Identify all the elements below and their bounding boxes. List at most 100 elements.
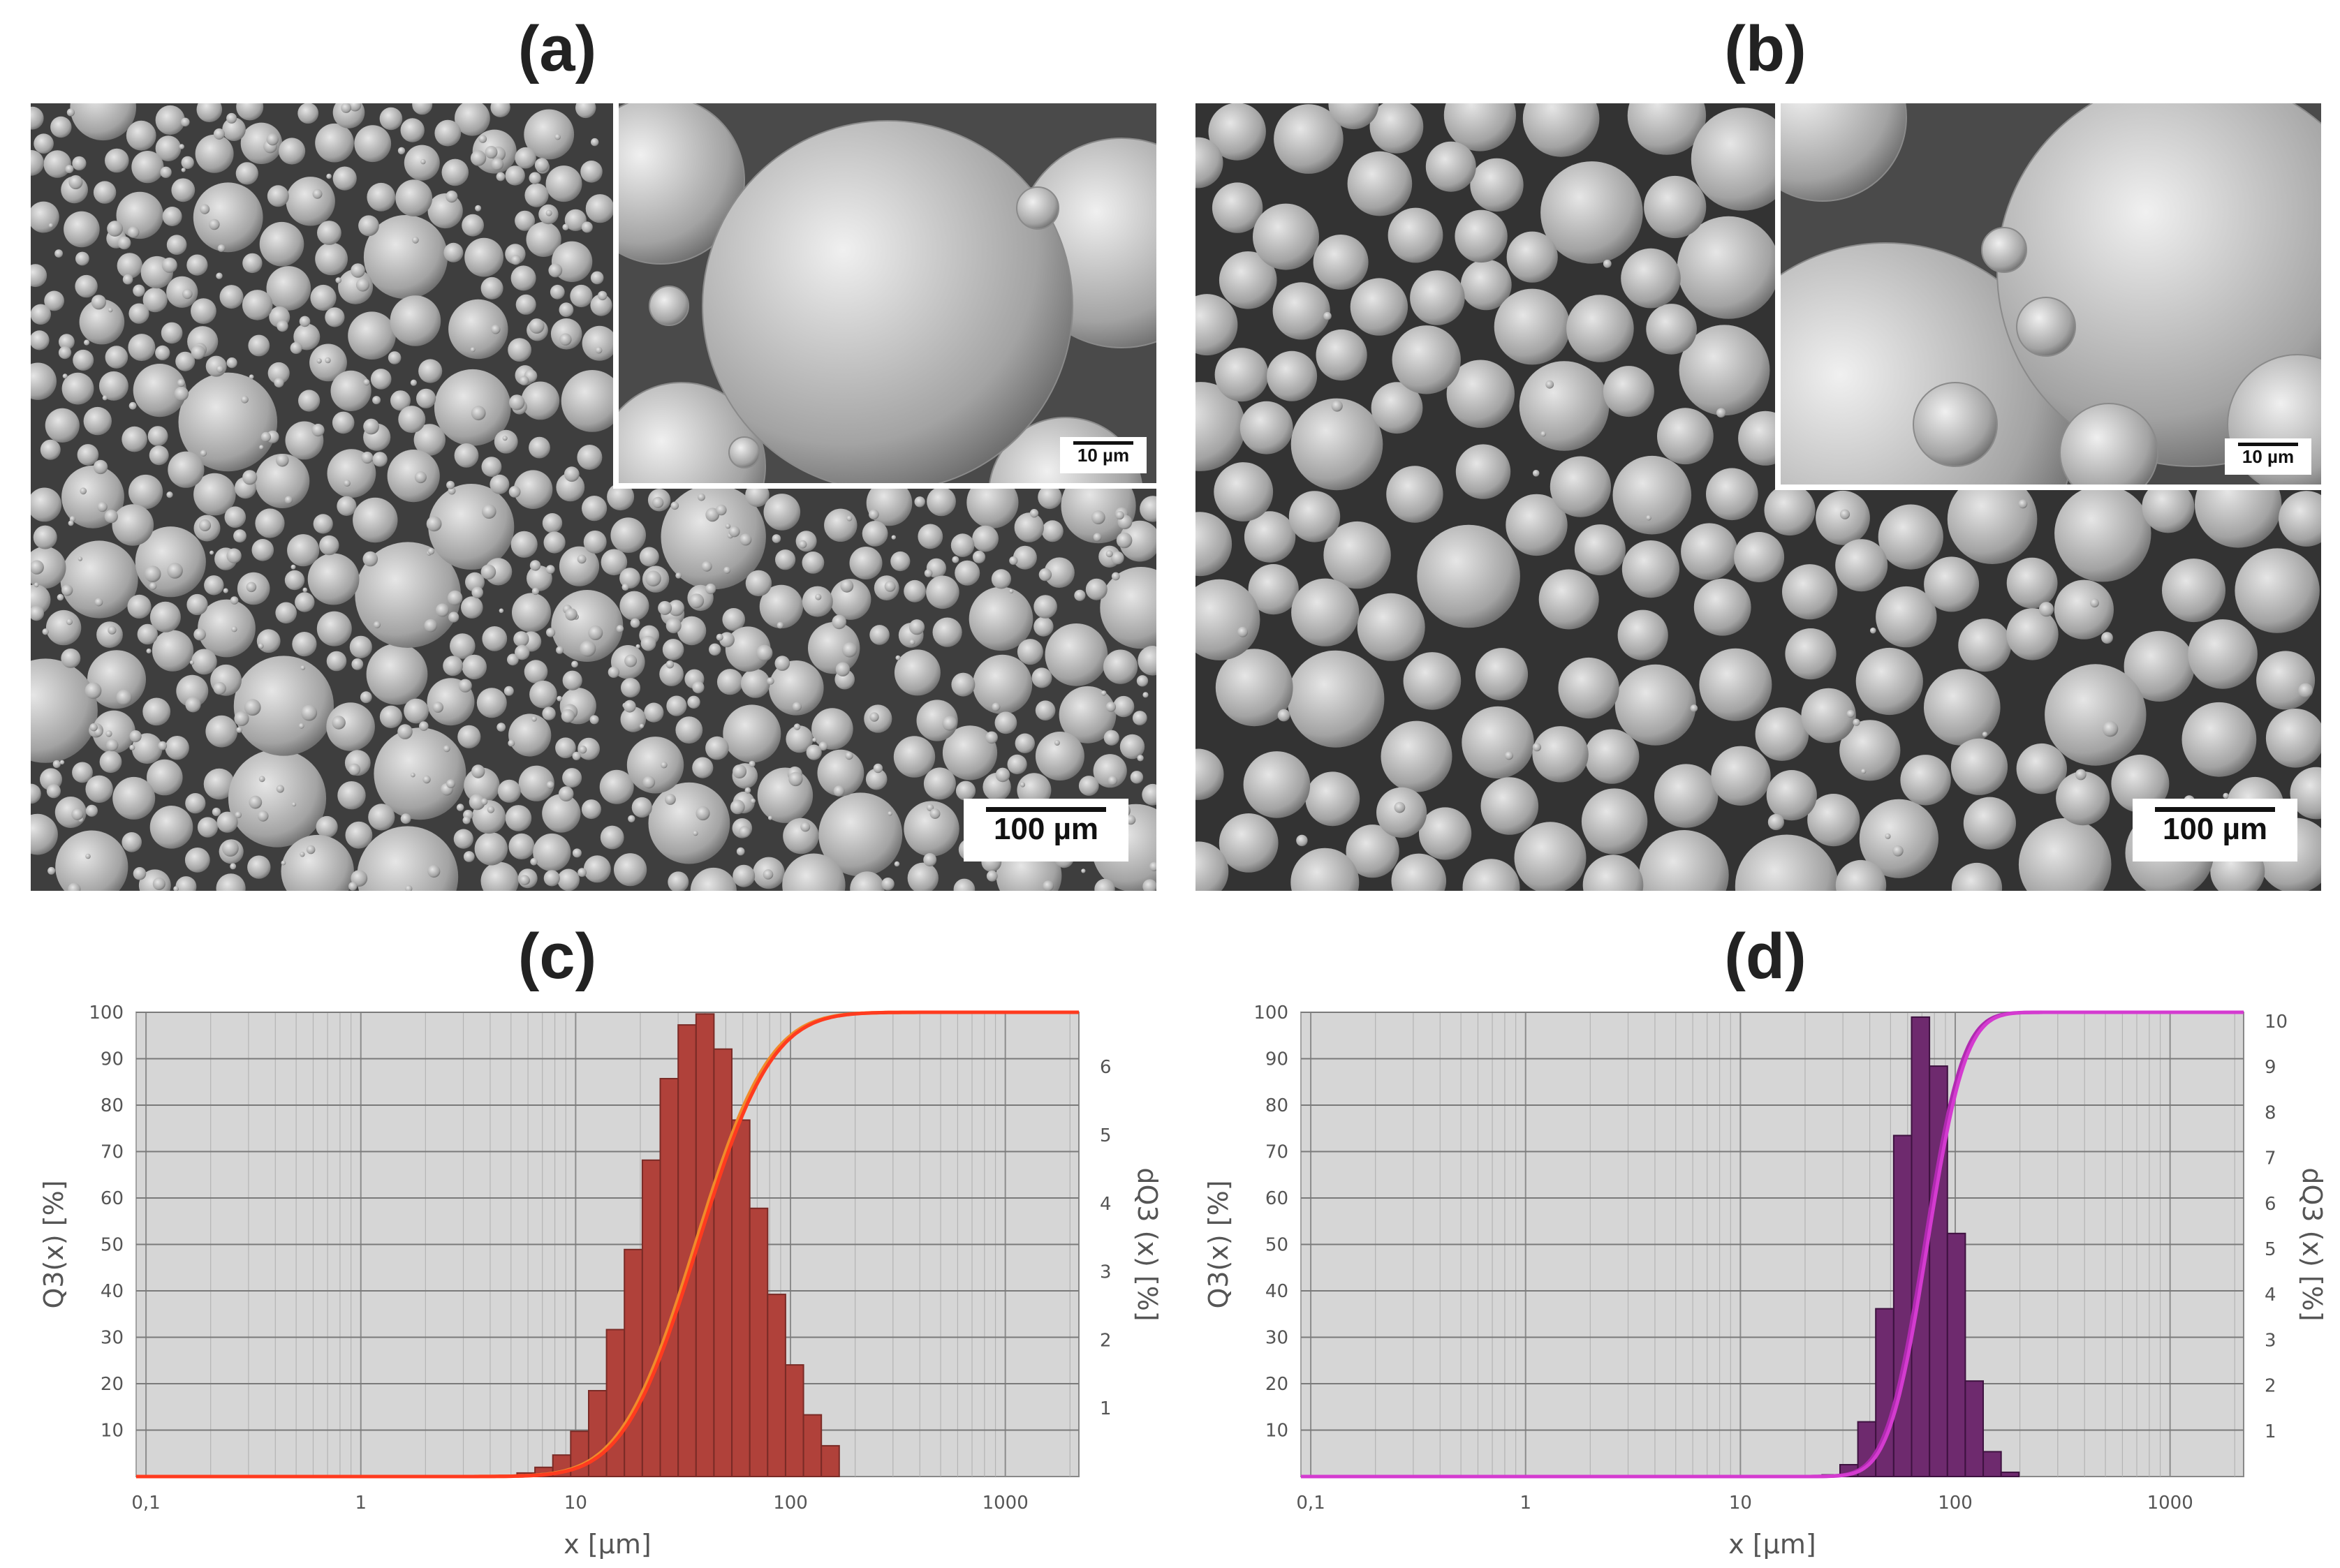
sem-satellite (1716, 408, 1726, 418)
sem-inset-sphere (1913, 383, 1997, 466)
sem-particle (41, 440, 61, 460)
sem-satellite (258, 811, 269, 822)
sem-satellite (242, 470, 257, 485)
sem-satellite (2298, 683, 2313, 698)
sem-satellite (562, 224, 568, 230)
sem-satellite (471, 764, 485, 778)
sem-satellite (89, 723, 97, 731)
sem-particle (156, 105, 185, 135)
sem-particle (1622, 540, 1679, 598)
sem-satellite (281, 861, 286, 866)
sem-particle (1582, 788, 1647, 854)
sem-satellite (61, 584, 73, 596)
sem-satellite (772, 534, 781, 543)
sem-satellite (372, 396, 381, 404)
scale-bar-a-label: 100 µm (964, 812, 1128, 847)
sem-particle (287, 534, 319, 566)
sem-satellite (491, 325, 500, 334)
sem-satellite (149, 582, 157, 590)
sem-particle (557, 869, 580, 892)
sem-particle (315, 124, 354, 163)
sem-satellite (737, 848, 745, 856)
sem-satellite (608, 667, 619, 678)
sem-particle (764, 494, 801, 531)
sem-satellite (274, 378, 284, 387)
sem-particle (358, 215, 379, 236)
sem-satellite (267, 133, 279, 145)
sem-satellite (277, 785, 284, 792)
sem-particle (267, 185, 289, 207)
sem-particle (533, 834, 571, 871)
sem-particle (1079, 776, 1099, 796)
sem-satellite (642, 776, 655, 789)
sem-satellite (675, 572, 682, 579)
sem-particle (297, 103, 318, 124)
sem-particle (196, 135, 234, 173)
sem-particle (582, 496, 607, 521)
sem-particle (242, 290, 273, 320)
sem-particle (1694, 579, 1751, 636)
histogram-bar (732, 1120, 750, 1477)
sem-particle (390, 295, 441, 346)
scale-bar-inset-a: 10 µm (1060, 437, 1147, 473)
panel-label-a: (a) (418, 13, 697, 86)
sem-satellite (179, 144, 184, 149)
y2-tick-label: 4 (1100, 1194, 1112, 1215)
sem-particle (862, 521, 888, 547)
histogram-bar (589, 1391, 607, 1477)
sem-satellite (249, 374, 254, 379)
sem-satellite (487, 806, 494, 813)
sem-particle (1765, 485, 1816, 535)
y-tick-label: 70 (1265, 1142, 1288, 1163)
sem-particle (1305, 771, 1360, 826)
sem-particle (482, 457, 502, 477)
sem-particle (228, 749, 326, 847)
x-tick-label: 10 (564, 1493, 587, 1514)
sem-satellite (1603, 260, 1612, 268)
sem-satellite (130, 730, 142, 742)
x-tick-label: 1 (1519, 1493, 1531, 1514)
sem-particle (1618, 610, 1668, 660)
sem-particle (918, 524, 943, 549)
y2-tick-label: 2 (2265, 1376, 2276, 1397)
sem-satellite (422, 776, 430, 783)
sem-satellite (1853, 719, 1860, 726)
sem-satellite (739, 533, 751, 545)
sem-particle (1785, 628, 1836, 679)
sem-satellite (554, 134, 561, 140)
sem-satellite (1091, 510, 1105, 524)
sem-particle (512, 593, 551, 632)
sem-particle (1699, 649, 1772, 721)
sem-particle (142, 698, 170, 726)
sem-satellite (509, 394, 524, 410)
histogram-bar (2001, 1472, 2019, 1477)
sem-particle (1615, 665, 1696, 746)
sem-particle (1767, 770, 1817, 820)
sem-satellite (788, 772, 802, 786)
sem-particle (122, 427, 147, 452)
sem-satellite (745, 787, 751, 794)
sem-satellite (767, 677, 774, 685)
y-tick-label: 100 (1253, 1003, 1288, 1023)
sem-satellite (67, 108, 75, 116)
sem-satellite (1101, 690, 1107, 696)
sem-satellite (1540, 431, 1546, 437)
sem-particle (1142, 784, 1156, 806)
sem-satellite (869, 510, 879, 520)
sem-particle (50, 117, 71, 138)
sem-particle (2019, 818, 2112, 891)
sem-satellite (185, 697, 200, 712)
sem-satellite (193, 628, 206, 641)
sem-particle (166, 276, 198, 308)
sem-particle (954, 879, 976, 891)
sem-satellite (666, 618, 682, 633)
sem-particle (1244, 751, 1311, 818)
sem-satellite (436, 603, 449, 616)
sem-satellite (590, 715, 599, 724)
sem-satellite (1117, 533, 1133, 549)
y2-tick-label: 8 (2265, 1102, 2276, 1123)
sem-satellite (874, 764, 883, 773)
sem-satellite (895, 861, 900, 867)
